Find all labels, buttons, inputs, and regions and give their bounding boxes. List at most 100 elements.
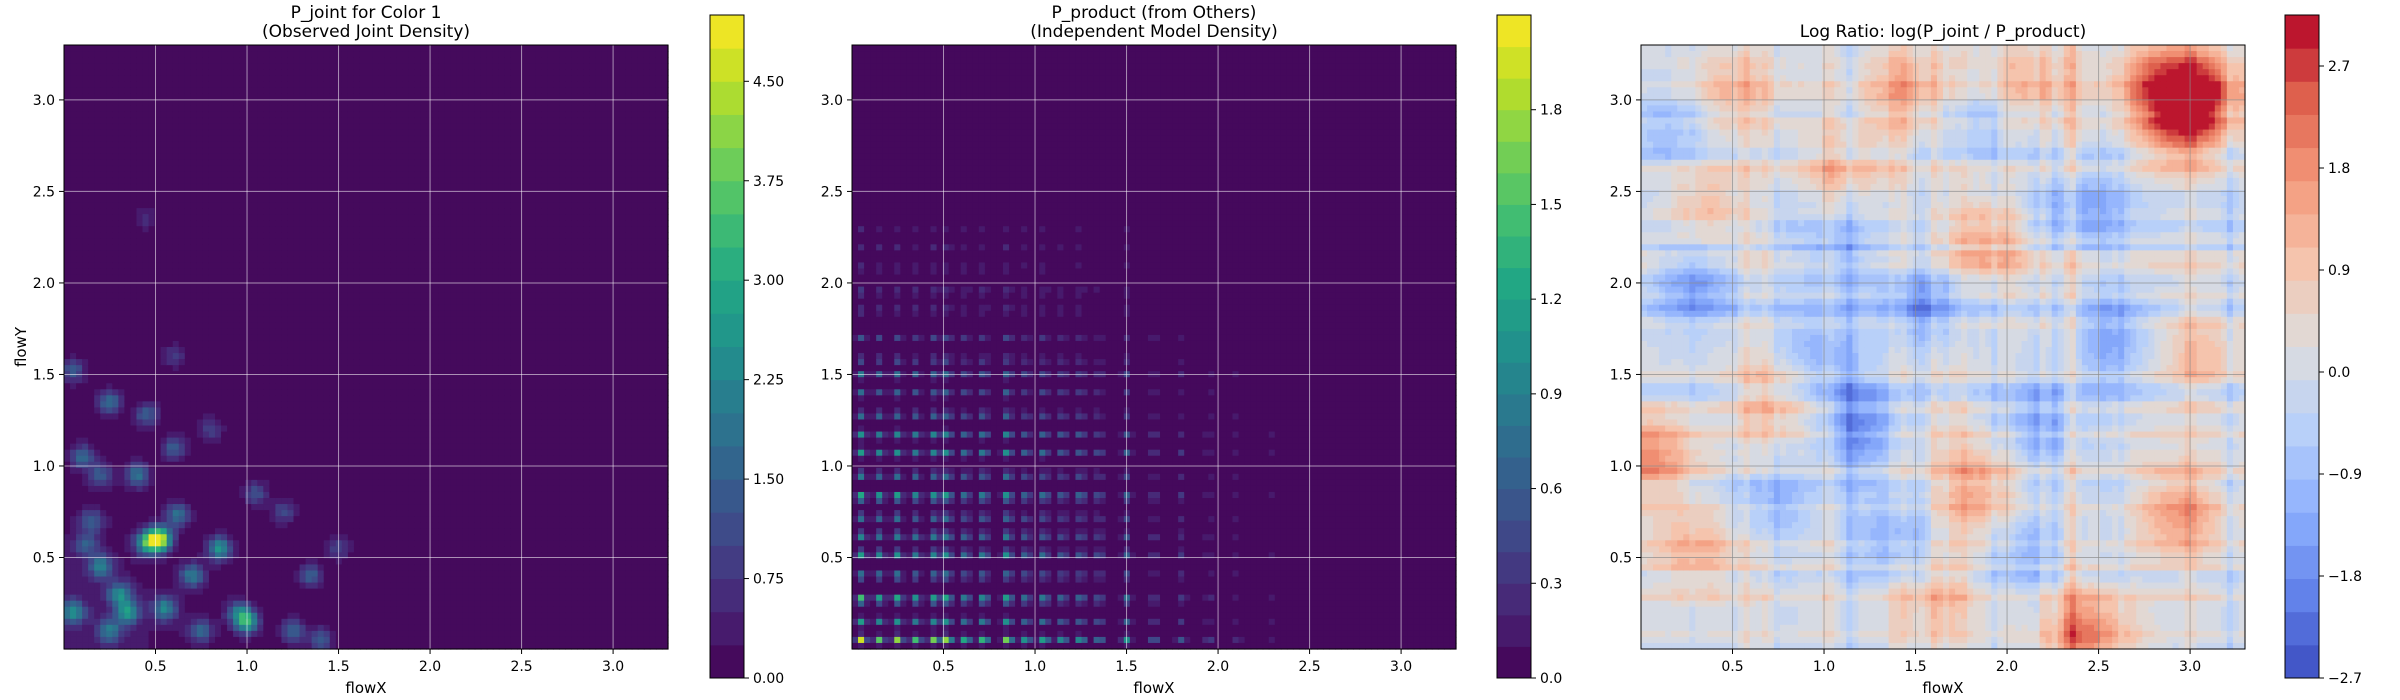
heatmap-cell (118, 99, 125, 106)
heatmap-cell (341, 449, 349, 457)
heatmap-cell (100, 256, 107, 264)
heatmap-cell (190, 250, 198, 257)
heatmap-cell (287, 365, 295, 372)
heatmap-cell (76, 286, 83, 294)
heatmap-cell (329, 256, 337, 264)
heatmap-cell (353, 69, 361, 76)
heatmap-cell (148, 431, 156, 439)
heatmap-cell (233, 353, 240, 360)
heatmap-cell (317, 606, 325, 614)
heatmap-cell (293, 365, 301, 372)
heatmap-cell (233, 226, 240, 233)
heatmap-cell (82, 171, 89, 179)
heatmap-cell (184, 51, 192, 58)
heatmap-cell (275, 226, 283, 233)
heatmap-cell (184, 268, 192, 276)
heatmap-cell (263, 570, 270, 578)
heatmap-cell (353, 431, 361, 439)
heatmap-cell (359, 304, 367, 312)
heatmap-cell (172, 117, 180, 125)
heatmap-cell (311, 298, 319, 306)
heatmap-cell (269, 419, 276, 427)
heatmap-cell (124, 636, 132, 644)
heatmap-cell (154, 624, 162, 632)
heatmap-cell (359, 582, 367, 590)
heatmap-cell (130, 238, 138, 245)
heatmap-cell (208, 552, 216, 559)
heatmap-cell (196, 437, 204, 445)
heatmap-cell (287, 105, 295, 113)
heatmap-cell (154, 588, 162, 596)
heatmap-cell (233, 576, 240, 584)
heatmap-cell (317, 588, 325, 596)
heatmap-cell (299, 636, 307, 644)
heatmap-cell (130, 588, 138, 596)
heatmap-cell (323, 304, 331, 312)
heatmap-cell (353, 528, 361, 535)
heatmap-cell (136, 642, 144, 650)
heatmap-cell (239, 443, 246, 451)
heatmap-cell (347, 304, 355, 312)
heatmap-cell (136, 87, 144, 94)
heatmap-cell (208, 630, 216, 638)
heatmap-cell (287, 359, 295, 366)
heatmap-cell (76, 99, 83, 106)
heatmap-cell (293, 624, 301, 632)
heatmap-cell (142, 528, 150, 535)
heatmap-cell (215, 153, 222, 161)
heatmap-cell (335, 286, 343, 294)
heatmap-cell (239, 546, 246, 553)
heatmap-cell (166, 576, 174, 584)
heatmap-cell (311, 576, 319, 584)
heatmap-cell (100, 310, 107, 318)
heatmap-cell (341, 528, 349, 535)
heatmap-cell (239, 111, 246, 119)
heatmap-cell (124, 630, 132, 638)
heatmap-cell (130, 582, 138, 590)
heatmap-cell (124, 280, 132, 288)
heatmap-cell (347, 268, 355, 276)
heatmap-cell (190, 280, 198, 288)
heatmap-cell (82, 298, 89, 306)
heatmap-cell (245, 455, 252, 463)
heatmap-cell (130, 498, 138, 505)
heatmap-cell (287, 407, 295, 415)
heatmap-cell (263, 594, 270, 602)
heatmap-cell (359, 123, 367, 131)
heatmap-cell (257, 226, 264, 233)
heatmap-cell (190, 196, 198, 203)
heatmap-cell (353, 280, 361, 288)
heatmap-cell (178, 177, 186, 185)
heatmap-cell (130, 280, 138, 288)
heatmap-cell (142, 177, 150, 185)
heatmap-cell (178, 473, 186, 481)
heatmap-cell (160, 105, 168, 113)
heatmap-cell (148, 534, 156, 541)
heatmap-cell (359, 135, 367, 143)
heatmap-cell (130, 636, 138, 644)
heatmap-cell (275, 208, 283, 215)
heatmap-cell (196, 558, 204, 566)
heatmap-cell (136, 413, 144, 421)
heatmap-cell (305, 286, 313, 294)
heatmap-cell (341, 347, 349, 354)
heatmap-cell (335, 510, 343, 517)
heatmap-cell (76, 238, 83, 245)
heatmap-cell (335, 105, 343, 113)
heatmap-cell (263, 177, 270, 185)
heatmap-cell (329, 268, 337, 276)
heatmap-cell (142, 546, 150, 553)
heatmap-cell (245, 57, 252, 64)
heatmap-cell (341, 365, 349, 372)
heatmap-cell (196, 81, 204, 88)
heatmap-cell (275, 576, 283, 584)
heatmap-cell (82, 389, 89, 396)
heatmap-cell (311, 383, 319, 390)
heatmap-cell (275, 630, 283, 638)
heatmap-cell (136, 485, 144, 493)
heatmap-cell (299, 304, 307, 312)
heatmap-cell (239, 159, 246, 167)
heatmap-cell (136, 208, 144, 215)
heatmap-cell (335, 570, 343, 578)
heatmap-cell (311, 262, 319, 270)
